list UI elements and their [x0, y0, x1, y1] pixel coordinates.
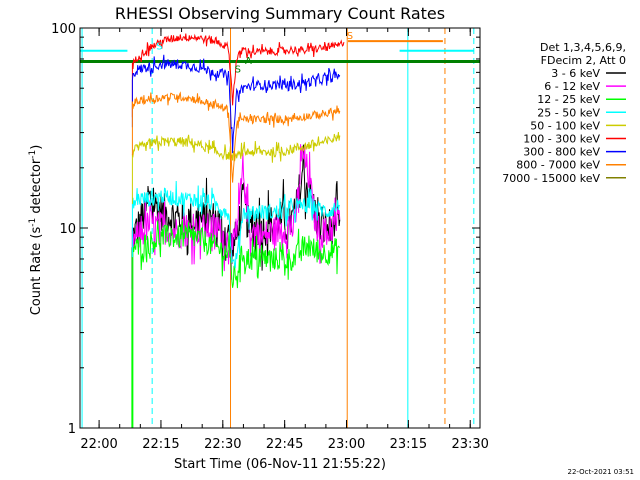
- x-axis-ticks: 22:00 22:15 22:30 22:45 23:00 23:15 23:30: [80, 28, 489, 452]
- series-line-4: [131, 131, 341, 204]
- series-line-3: [131, 180, 340, 269]
- legend-label-4: 50 - 100 keV: [530, 119, 600, 132]
- series-line-5: [131, 33, 345, 118]
- x-tick-label-2: 22:30: [204, 437, 241, 452]
- legend-label-6: 300 - 800 keV: [523, 146, 600, 159]
- legend-label-5: 100 - 300 keV: [523, 133, 600, 146]
- legend-label-7: 800 - 7000 keV: [516, 159, 600, 172]
- series-line-2: [131, 219, 340, 300]
- y-tick-label-2: 100: [51, 22, 76, 37]
- legend-label-8: 7000 - 15000 keV: [502, 172, 600, 185]
- x-tick-label-4: 23:00: [328, 437, 365, 452]
- x-tick-label-6: 23:30: [451, 437, 488, 452]
- y-axis-ticks: 1 10 100: [51, 22, 480, 437]
- flag-label-0: S: [347, 31, 353, 42]
- x-tick-label-0: 22:00: [80, 437, 117, 452]
- legend-header-line-1: Det 1,3,4,5,6,9,: [540, 41, 626, 54]
- legend-label-1: 6 - 12 keV: [544, 80, 600, 93]
- y-tick-label-1: 10: [59, 222, 76, 237]
- series-line-7: [131, 91, 341, 183]
- x-axis-label: Start Time (06-Nov-11 21:55:22): [174, 457, 386, 472]
- series-lines: [131, 33, 345, 300]
- flag-label-2: S: [235, 64, 241, 75]
- flag-label-3: A: [245, 56, 252, 67]
- x-tick-label-3: 22:45: [266, 437, 303, 452]
- y-axis-label: Count Rate (s-1 detector-1): [28, 145, 44, 316]
- series-line-6: [131, 54, 341, 154]
- y-tick-label-0: 1: [68, 422, 76, 437]
- footer-date: 22-Oct-2021 03:51: [568, 468, 634, 476]
- x-tick-label-1: 22:15: [142, 437, 179, 452]
- legend-label-2: 12 - 25 keV: [537, 93, 600, 106]
- legend: Det 1,3,4,5,6,9, FDecim 2, Att 0 3 - 6 k…: [502, 41, 626, 185]
- legend-label-3: 25 - 50 keV: [537, 106, 600, 119]
- chart-title: RHESSI Observing Summary Count Rates: [115, 4, 445, 23]
- legend-header-line-2: FDecim 2, Att 0: [541, 54, 626, 67]
- legend-label-0: 3 - 6 keV: [551, 67, 600, 80]
- flag-label-1: S: [156, 42, 162, 53]
- x-tick-label-5: 23:15: [390, 437, 427, 452]
